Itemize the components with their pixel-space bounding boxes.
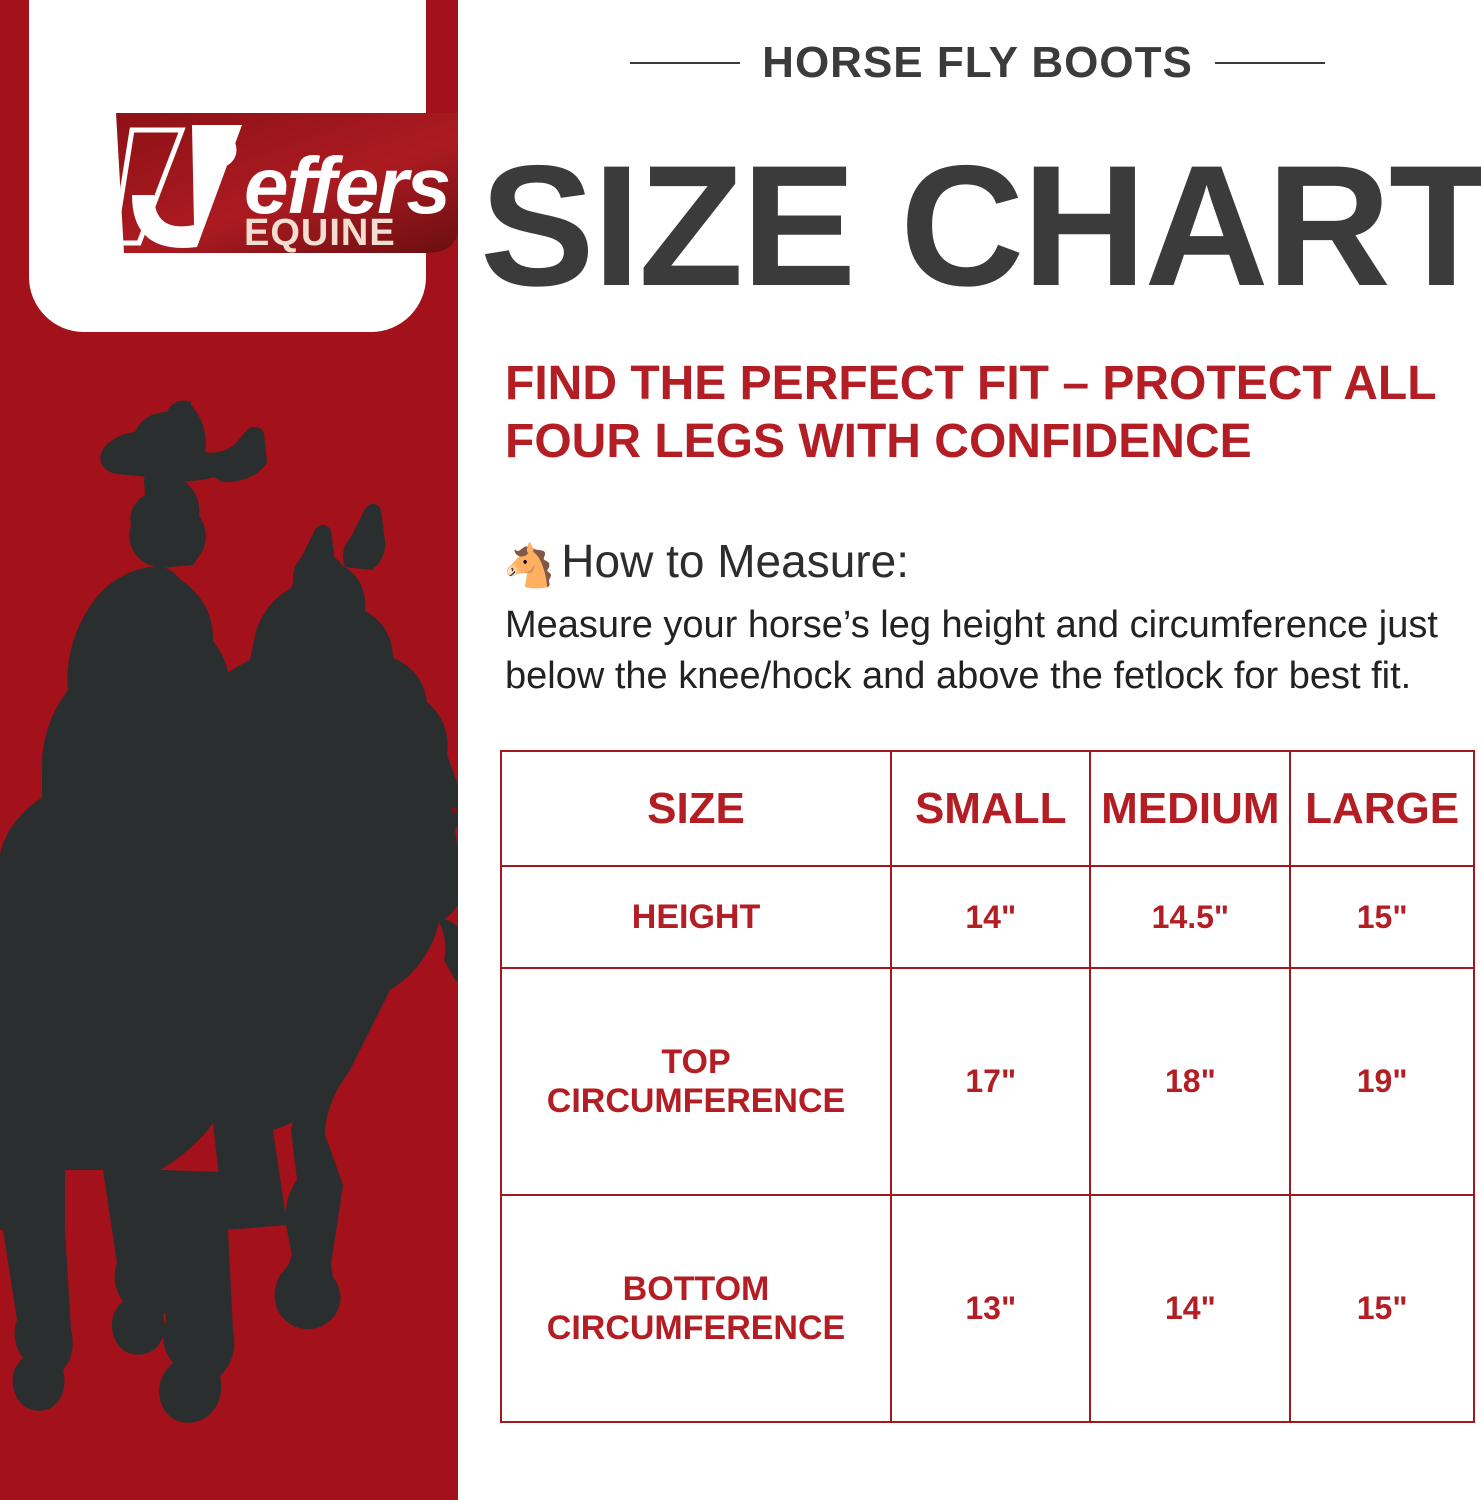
svg-text:EQUINE: EQUINE [244, 212, 396, 254]
